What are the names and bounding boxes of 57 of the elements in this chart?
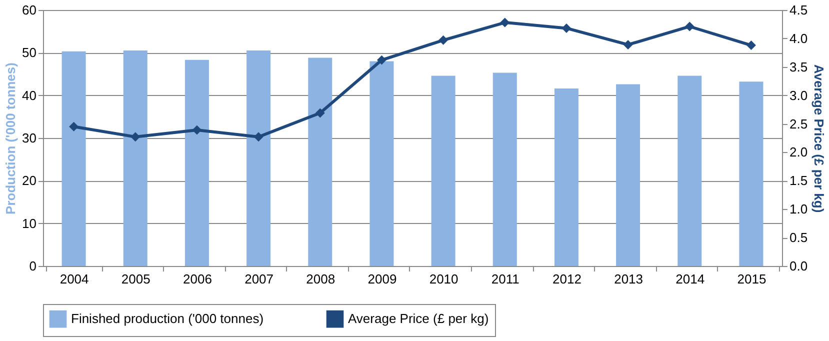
y-tick-label: 50 (22, 45, 36, 60)
x-tick-label: 2012 (552, 272, 582, 286)
y-tick-label: 0 (29, 258, 36, 274)
bar (431, 76, 456, 266)
x-tick-label: 2007 (244, 272, 274, 286)
point (684, 22, 694, 32)
y-tick-label: 20 (22, 173, 36, 188)
x-tick-label: 2014 (676, 272, 705, 286)
y2-axis-title: Average Price (£ per kg) (812, 64, 827, 213)
bar (308, 58, 332, 266)
y2-tick-label: 4.5 (790, 2, 808, 18)
legend-label: Average Price (£ per kg) (348, 311, 489, 326)
bar (554, 88, 578, 266)
legend-label: Finished production ('000 tonnes) (71, 311, 264, 326)
y2-tick-label: 0.5 (790, 230, 808, 246)
bar (62, 51, 86, 266)
y2-tick-label: 3.5 (790, 59, 808, 74)
bar (370, 61, 394, 266)
y2-tick-label: 2.0 (790, 144, 808, 160)
y2-tick-label: 4.0 (790, 30, 808, 46)
point (376, 55, 386, 65)
point (254, 132, 264, 142)
y2-tick-label: 0.0 (790, 258, 808, 274)
point (69, 122, 79, 132)
y-tick-label: 60 (22, 2, 36, 18)
point (438, 35, 448, 45)
point (562, 23, 572, 33)
bar (123, 50, 148, 266)
point (192, 125, 202, 135)
x-tick-label: 2013 (614, 272, 644, 286)
x-tick-label: 2006 (182, 272, 212, 286)
y2-tick-label: 1.5 (790, 173, 808, 188)
bar (184, 60, 209, 266)
bar (739, 82, 764, 266)
point (623, 40, 633, 50)
point (500, 18, 510, 28)
y2-tick-label: 3.0 (790, 88, 808, 103)
x-tick-label: 2011 (491, 272, 520, 286)
point (130, 132, 140, 142)
x-tick-label: 2005 (121, 272, 150, 286)
bar (678, 76, 702, 266)
x-tick-label: 2015 (737, 272, 766, 286)
y-tick-label: 40 (22, 88, 36, 103)
x-tick-label: 2010 (429, 272, 458, 286)
bar (492, 72, 517, 266)
y-tick-label: 10 (22, 216, 36, 231)
bar (246, 50, 271, 266)
y2-tick-label: 2.5 (790, 116, 808, 132)
y-axis-title: Production ('000 tonnes) (3, 62, 18, 214)
bar (616, 84, 640, 266)
x-tick-label: 2009 (368, 272, 397, 286)
x-tick-label: 2004 (60, 272, 89, 286)
point (315, 108, 325, 118)
y-tick-label: 30 (22, 130, 36, 146)
x-tick-label: 2008 (306, 272, 336, 286)
point (746, 40, 756, 50)
y2-tick-label: 1.0 (790, 202, 808, 217)
